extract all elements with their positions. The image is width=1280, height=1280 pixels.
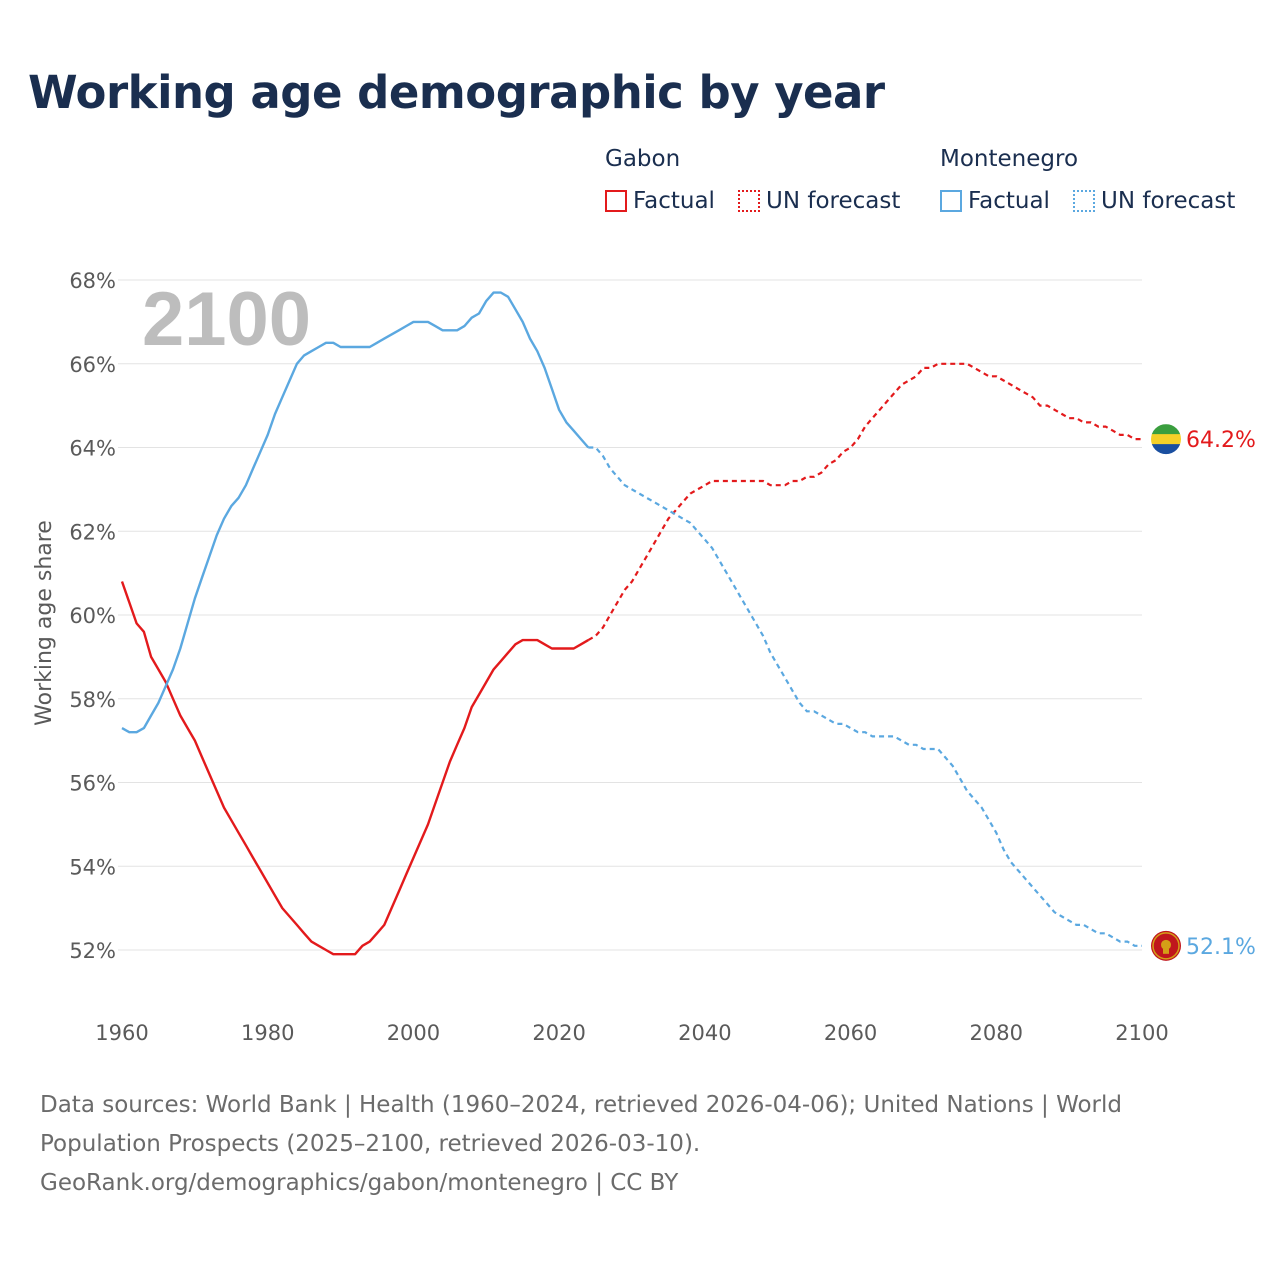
montenegro-flag-icon	[1151, 930, 1181, 961]
y-tick-label: 64%	[69, 437, 116, 461]
legend-swatch-gabon-factual	[605, 190, 627, 212]
end-markers: 64.2% 52.1%	[1151, 424, 1256, 961]
x-tick-label: 2000	[387, 1021, 440, 1045]
y-tick-label: 68%	[69, 269, 116, 293]
x-tick-label: 2100	[1115, 1021, 1168, 1045]
y-tick-label: 62%	[69, 520, 116, 544]
legend-country-gabon: Gabon	[605, 146, 681, 172]
end-label-gabon: 64.2%	[1186, 428, 1256, 453]
footer: Data sources: World Bank | Health (1960–…	[40, 1086, 1160, 1203]
legend-item-montenegro-factual[interactable]: Factual	[940, 188, 1050, 214]
legend-country-montenegro: Montenegro	[940, 146, 1079, 172]
y-tick-label: 66%	[69, 353, 116, 377]
gabon-flag-icon	[1151, 424, 1181, 455]
y-tick-label: 60%	[69, 604, 116, 628]
x-tick-label: 2060	[824, 1021, 877, 1045]
x-tick-label: 1960	[95, 1021, 148, 1045]
series-line-montenegro-forecast[interactable]	[588, 446, 1142, 947]
legend-item-gabon-factual[interactable]: Factual	[605, 188, 715, 214]
y-axis-ticks: 52% 54% 56% 58% 60% 62% 64% 66% 68%	[69, 269, 116, 963]
y-tick-label: 58%	[69, 688, 116, 712]
legend-swatch-gabon-forecast	[738, 190, 760, 212]
legend-label-montenegro-forecast: UN forecast	[1101, 188, 1236, 214]
legend-item-gabon-forecast[interactable]: UN forecast	[738, 188, 900, 214]
y-axis-title: Working age share	[32, 520, 57, 726]
series-lines	[120, 291, 1142, 956]
legend-item-montenegro-forecast[interactable]: UN forecast	[1073, 188, 1235, 214]
y-tick-label: 52%	[69, 939, 116, 963]
legend-label-gabon-factual: Factual	[633, 188, 715, 214]
footer-sources: Data sources: World Bank | Health (1960–…	[40, 1092, 1122, 1157]
series-line-gabon-forecast[interactable]	[587, 362, 1142, 642]
line-chart: 52% 54% 56% 58% 60% 62% 64% 66% 68% 1960 1980 2000…	[32, 269, 1256, 1045]
legend-label-montenegro-factual: Factual	[968, 188, 1050, 214]
x-axis-ticks: 1960 1980 2000 2020 2040 2060 2080 2100	[95, 1021, 1168, 1045]
y-tick-label: 54%	[69, 855, 116, 879]
legend-swatch-montenegro-factual	[940, 190, 962, 212]
chart-title: Working age demographic by year	[28, 66, 885, 119]
grid-lines	[118, 279, 1142, 951]
year-watermark: 2100	[142, 277, 311, 362]
footer-credit[interactable]: GeoRank.org/demographics/gabon/montenegr…	[40, 1170, 679, 1196]
series-line-montenegro-factual[interactable]	[121, 291, 590, 734]
x-tick-label: 2020	[532, 1021, 585, 1045]
legend-label-gabon-forecast: UN forecast	[766, 188, 901, 214]
x-tick-label: 2040	[678, 1021, 731, 1045]
y-tick-label: 56%	[69, 772, 116, 796]
x-tick-label: 1980	[241, 1021, 294, 1045]
legend-swatch-montenegro-forecast	[1073, 190, 1095, 212]
x-tick-label: 2080	[970, 1021, 1023, 1045]
series-line-gabon-factual[interactable]	[120, 581, 589, 956]
end-label-montenegro: 52.1%	[1186, 935, 1256, 960]
